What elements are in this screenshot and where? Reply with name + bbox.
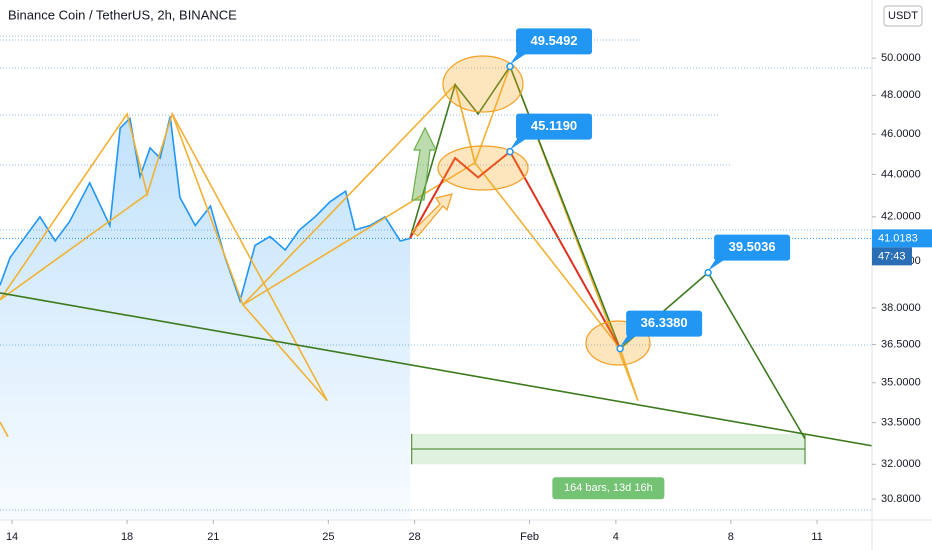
date-range-label: 164 bars, 13d 16h [564, 482, 653, 494]
x-tick-label: 4 [613, 531, 619, 543]
currency-label[interactable]: USDT [888, 10, 918, 22]
y-tick-label: 35.0000 [881, 377, 921, 389]
annotation-box [714, 234, 791, 261]
annotation-box [626, 310, 703, 337]
x-tick-label: 11 [811, 531, 822, 543]
drawing-line [0, 292, 872, 447]
arrow-up [411, 126, 437, 201]
annotation-point [506, 147, 514, 156]
highlight-ellipse [442, 55, 524, 113]
x-tick-label: 8 [728, 531, 734, 543]
y-tick-label: 36.5000 [881, 338, 921, 350]
annotation-point [704, 268, 712, 277]
annotation-box [516, 113, 593, 140]
x-tick-label: 28 [408, 531, 420, 543]
x-tick-label: 21 [207, 531, 219, 543]
y-tick-label: 32.0000 [881, 458, 921, 470]
annotation-point [616, 344, 624, 353]
highlight-ellipse [437, 145, 529, 191]
x-tick-label: 25 [322, 531, 334, 543]
y-tick-label: 33.5000 [881, 417, 921, 429]
highlights [411, 55, 651, 366]
arrow-up-right [411, 193, 453, 237]
plot [0, 64, 872, 520]
drawing-line [454, 64, 639, 401]
y-tick-label: 30.8000 [881, 493, 921, 505]
drawing-line [0, 421, 9, 438]
chart-title: Binance Coin / TetherUS, 2h, BINANCE [8, 7, 237, 22]
last-price-tag [872, 229, 932, 248]
drawing-line [409, 150, 622, 350]
price-area [0, 116, 410, 520]
y-tick-label: 48.0000 [881, 89, 921, 101]
drawing-line [0, 193, 148, 301]
annotation-pointer [708, 258, 727, 271]
annotation-pointer [510, 52, 529, 65]
countdown-label: 47:43 [878, 250, 906, 262]
annotation-point [506, 62, 514, 71]
last-price-label: 41.0183 [878, 232, 918, 244]
horizontal-rays [0, 35, 872, 511]
y-tick-label: 44.0000 [881, 168, 921, 180]
x-tick-label: 18 [121, 531, 133, 543]
countdown-tag [872, 247, 912, 266]
annotation-label: 36.3380 [641, 315, 688, 330]
y-tick-label: 50.0000 [881, 52, 921, 64]
x-tick-label: Feb [520, 531, 539, 543]
y-tick-label: 42.0000 [881, 211, 921, 223]
y-tick-label: 38.0000 [881, 302, 921, 314]
annotation-box [516, 28, 593, 55]
annotation-label: 49.5492 [531, 33, 578, 48]
y-tick-label: 46.0000 [881, 128, 921, 140]
annotation-label: 39.5036 [729, 239, 776, 254]
x-tick-label: 14 [6, 531, 18, 543]
annotation-label: 45.1190 [531, 118, 577, 133]
annotation-pointer [510, 137, 529, 150]
annotation-pointer [620, 334, 639, 347]
currency-button[interactable] [883, 5, 923, 27]
date-range-label-bg [552, 477, 665, 500]
